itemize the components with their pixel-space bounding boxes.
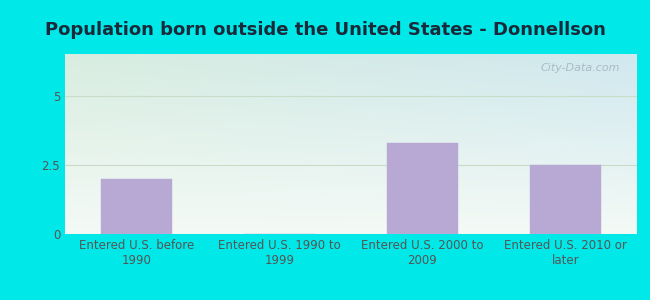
Text: City-Data.com: City-Data.com — [540, 63, 620, 73]
Text: Population born outside the United States - Donnellson: Population born outside the United State… — [45, 21, 605, 39]
Bar — [387, 142, 458, 234]
Bar — [101, 178, 172, 234]
Bar — [530, 165, 601, 234]
